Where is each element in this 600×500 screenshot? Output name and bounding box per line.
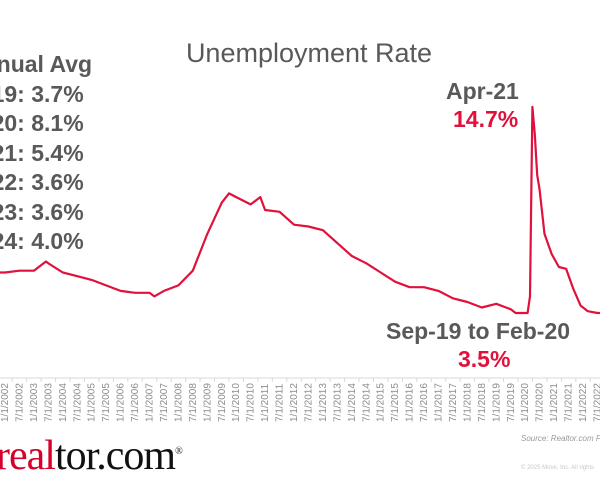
x-axis-label: 7/1/2012 — [303, 383, 314, 422]
x-axis-label: 1/1/2006 — [116, 383, 127, 422]
x-axis-label: 1/1/2020 — [520, 383, 531, 422]
annual-average-row: 2020: 8.1% — [0, 110, 84, 136]
peak-annotation-label: Apr-21 — [446, 78, 519, 104]
x-axis-label: 1/1/2016 — [405, 383, 416, 422]
x-axis-label: 1/1/2003 — [29, 383, 40, 422]
logo-black-part: tor.com — [54, 433, 176, 479]
x-axis-labels: 1/1/2002 7/1/2002 1/1/2003 7/1/2003 1/1/2004… — [0, 383, 600, 422]
x-axis-label: 7/1/2009 — [217, 383, 228, 422]
x-axis-label: 1/1/2018 — [462, 383, 473, 422]
x-axis-label: 7/1/2020 — [535, 383, 546, 422]
x-axis-label: 1/1/2009 — [202, 383, 213, 422]
x-axis-label: 7/1/2002 — [14, 383, 25, 422]
x-axis-label: 1/1/2013 — [318, 383, 329, 422]
copyright-note: © 2025 Move, Inc. All rights — [521, 465, 595, 471]
x-axis-label: 7/1/2014 — [361, 383, 372, 422]
annual-average-row: 2022: 3.6% — [0, 169, 84, 195]
x-axis-label: 7/1/2011 — [275, 383, 286, 422]
x-axis-label: 7/1/2021 — [564, 383, 575, 422]
realtor-logo: realtor.com® — [0, 432, 183, 480]
x-axis-label: 1/1/2015 — [376, 383, 387, 422]
x-axis-ticks — [11, 378, 591, 382]
x-axis-label: 7/1/2005 — [101, 383, 112, 422]
x-axis-label: 1/1/2002 — [0, 383, 11, 422]
registered-mark: ® — [175, 446, 183, 457]
annual-average-row: 2023: 3.6% — [0, 198, 84, 225]
annual-average-row: 2019: 3.7% — [0, 80, 84, 107]
low-annotation-value: 3.5% — [458, 346, 511, 372]
annual-average-row: 2021: 5.4% — [0, 139, 84, 166]
unemployment-rate-line — [0, 105, 600, 315]
x-axis-label: 7/1/2015 — [390, 383, 401, 422]
x-axis-label: 7/1/2013 — [332, 383, 343, 422]
x-axis-label: 1/1/2004 — [58, 383, 69, 422]
x-axis-label: 7/1/2019 — [506, 383, 517, 422]
x-axis-label: 1/1/2010 — [231, 383, 242, 422]
x-axis-label: 1/1/2021 — [549, 383, 560, 422]
x-axis-label: 7/1/2022 — [592, 383, 600, 422]
x-axis-label: 7/1/2003 — [43, 383, 54, 422]
low-annotation-label: Sep-19 to Feb-20 — [386, 318, 571, 344]
x-axis-label: 7/1/2006 — [130, 383, 141, 422]
x-axis-label: 1/1/2005 — [87, 383, 98, 422]
peak-annotation-value: 14.7% — [453, 106, 519, 132]
x-axis-label: 7/1/2016 — [419, 383, 430, 422]
x-axis-label: 7/1/2018 — [477, 383, 488, 422]
x-axis-label: 1/1/2019 — [491, 383, 502, 422]
annual-average-panel: Annual Avg 2019: 3.7% 2020: 8.1% 2021: 5… — [0, 50, 92, 257]
x-axis-label: 1/1/2008 — [173, 383, 184, 422]
x-axis-label: 1/1/2007 — [145, 383, 156, 422]
x-axis-label: 1/1/2011 — [260, 383, 271, 422]
annual-average-row: 2024: 4.0% — [0, 228, 84, 254]
x-axis-label: 7/1/2007 — [159, 383, 170, 422]
x-axis-label: 1/1/2012 — [289, 383, 300, 422]
x-axis-label: 7/1/2008 — [188, 383, 199, 422]
logo-red-part: real — [0, 433, 56, 479]
x-axis-label: 7/1/2010 — [246, 383, 257, 422]
source-note: Source: Realtor.com Fo — [521, 434, 600, 443]
x-axis-label: 1/1/2022 — [578, 383, 589, 422]
x-axis-label: 1/1/2017 — [434, 383, 445, 422]
x-axis-label: 7/1/2017 — [448, 383, 459, 422]
annual-average-heading: Annual Avg — [0, 51, 93, 77]
x-axis-label: 1/1/2014 — [347, 383, 358, 422]
x-axis-label: 7/1/2004 — [72, 383, 83, 422]
chart-title: Unemployment Rate — [185, 38, 433, 68]
